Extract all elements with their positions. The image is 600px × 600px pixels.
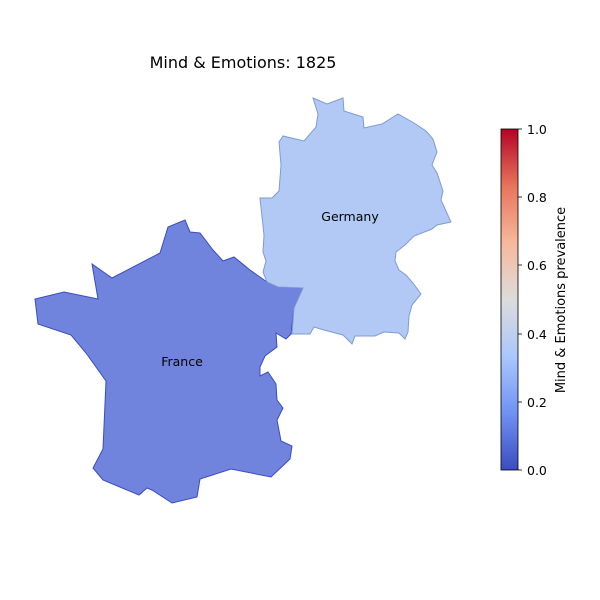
colorbar: 0.0 0.2 0.4 0.6 0.8 1.0 Mind & Emotions … bbox=[500, 122, 569, 478]
colorbar-tick-3: 0.6 bbox=[527, 258, 547, 273]
colorbar-gradient bbox=[500, 128, 519, 471]
colorbar-tick-4: 0.8 bbox=[527, 190, 547, 205]
colorbar-tick-1: 0.2 bbox=[527, 395, 547, 410]
label-germany: Germany bbox=[321, 209, 379, 224]
colorbar-tick-0: 0.0 bbox=[527, 463, 547, 478]
label-france: France bbox=[161, 354, 203, 369]
colorbar-tick-2: 0.4 bbox=[527, 327, 547, 342]
country-germany[interactable] bbox=[259, 97, 452, 345]
map-title: Mind & Emotions: 1825 bbox=[150, 53, 337, 72]
colorbar-tick-5: 1.0 bbox=[527, 122, 547, 137]
colorbar-label: Mind & Emotions prevalence bbox=[554, 207, 569, 393]
